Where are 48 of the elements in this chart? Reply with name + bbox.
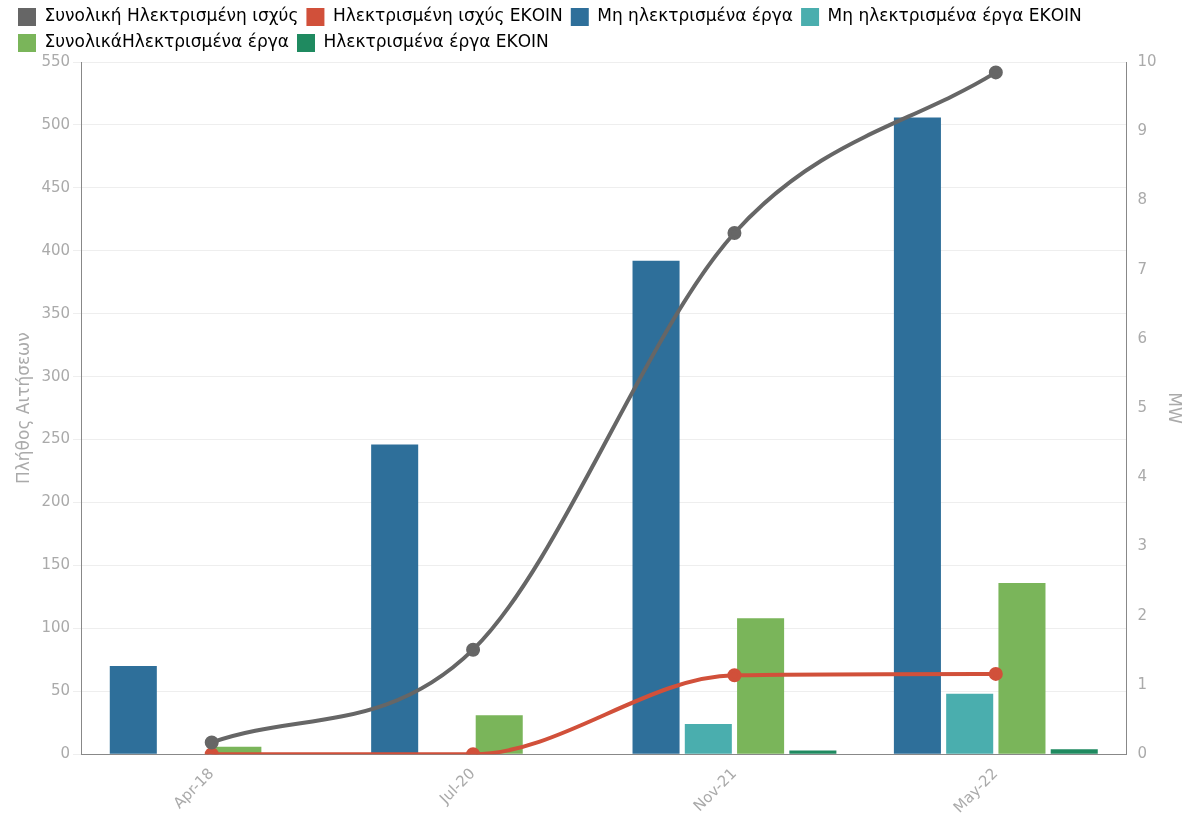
y-tick-label: 450 [41, 177, 71, 196]
y-tick-label: 400 [41, 240, 71, 259]
y2-tick-label: 7 [1137, 259, 1148, 278]
y-axis-title: Πλήθος Αιτήσεων [12, 332, 33, 485]
bar [684, 724, 732, 754]
bar [1050, 749, 1098, 754]
y-tick-label: 250 [41, 429, 71, 448]
bar [946, 693, 994, 754]
y2-tick-label: 1 [1137, 674, 1148, 693]
legend-label: Συνολική Ηλεκτρισμένη ισχύς [44, 5, 299, 26]
bar [998, 583, 1046, 754]
point [988, 666, 1003, 681]
y-tick-label: 150 [41, 555, 71, 574]
point [727, 225, 742, 240]
bar [475, 715, 523, 754]
y2-tick-label: 4 [1137, 467, 1148, 486]
legend-label: Ηλεκτρισμένα έργα ΕΚΟΙΝ [323, 31, 549, 52]
y2-tick-label: 10 [1137, 51, 1157, 70]
y-tick-label: 300 [41, 366, 71, 385]
point [204, 735, 219, 750]
point [988, 65, 1003, 80]
bar [109, 666, 157, 754]
y2-tick-label: 8 [1137, 190, 1148, 209]
y2-tick-label: 2 [1137, 605, 1148, 624]
legend-label: Μη ηλεκτρισμένα έργα [597, 5, 794, 26]
y2-tick-label: 5 [1137, 397, 1148, 416]
y2-tick-label: 3 [1137, 536, 1148, 555]
legend-label: ΣυνολικάΗλεκτρισμένα έργα [44, 31, 289, 52]
bar [632, 260, 680, 754]
y-tick-label: 0 [60, 744, 71, 763]
bar [893, 117, 941, 754]
legend-label: Μη ηλεκτρισμένα έργα ΕΚΟΙΝ [827, 5, 1082, 26]
point [727, 668, 742, 683]
y2-tick-label: 0 [1137, 744, 1148, 763]
y-tick-label: 550 [41, 51, 71, 70]
bar [737, 618, 785, 754]
bar [789, 750, 837, 754]
y2-tick-label: 9 [1137, 121, 1148, 140]
y-tick-label: 350 [41, 303, 71, 322]
legend-label: Ηλεκτρισμένη ισχύς ΕΚΟΙΝ [332, 5, 563, 26]
y2-tick-label: 6 [1137, 328, 1148, 347]
y-tick-label: 200 [41, 492, 71, 511]
y-tick-label: 500 [41, 114, 71, 133]
y2-axis-title: MW [1165, 392, 1186, 425]
y-tick-label: 50 [50, 681, 71, 700]
point [466, 642, 481, 657]
bar [371, 444, 419, 754]
y-tick-label: 100 [41, 618, 71, 637]
